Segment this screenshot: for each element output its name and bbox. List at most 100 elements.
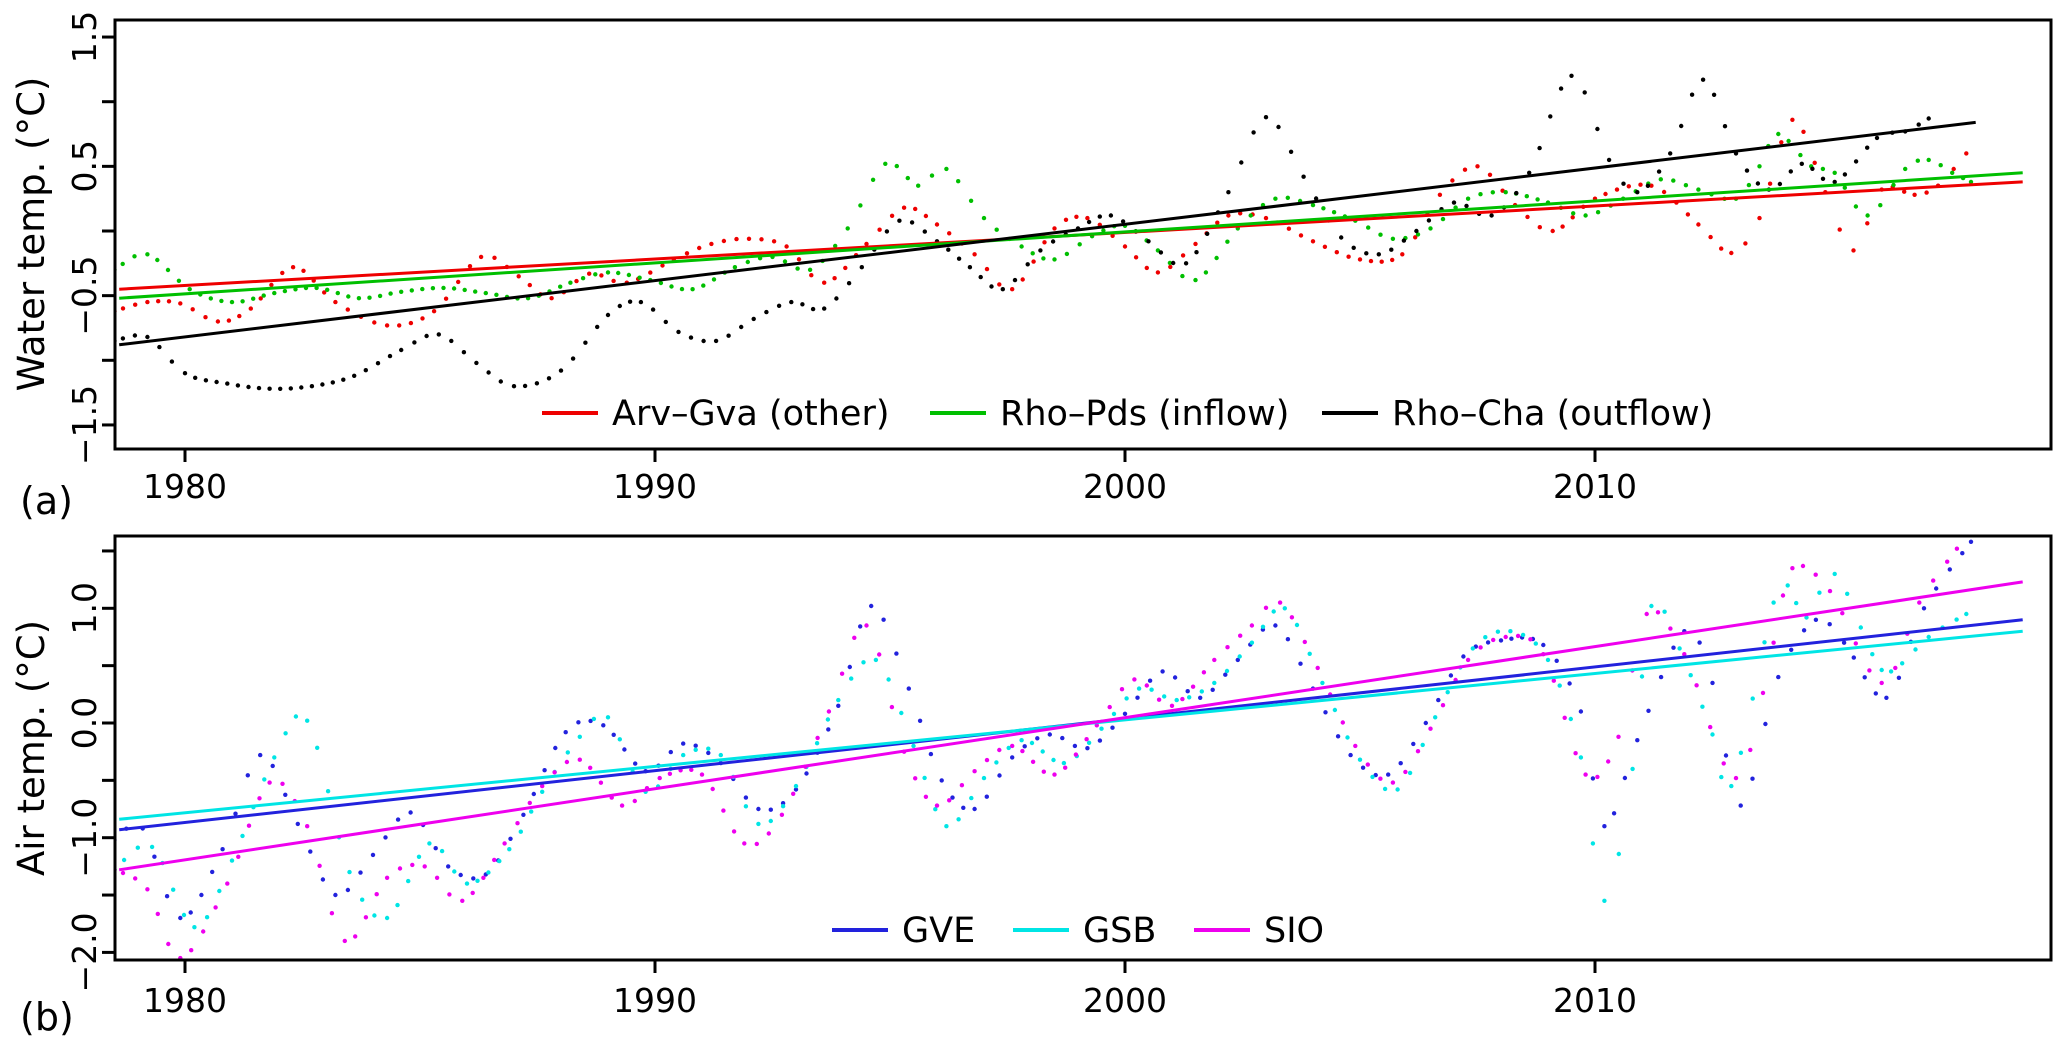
data-dot — [1900, 661, 1905, 666]
data-dot — [145, 334, 150, 340]
data-dot — [1926, 157, 1931, 163]
data-dot — [1671, 178, 1676, 183]
y-tick-label: −2.0 — [65, 912, 104, 992]
data-dot — [699, 772, 705, 777]
data-dot — [257, 796, 262, 801]
data-dot — [617, 303, 622, 309]
y-tick-label: 1.5 — [65, 11, 104, 63]
data-dot — [1400, 252, 1405, 257]
data-dot — [256, 385, 262, 391]
data-dot — [710, 786, 715, 792]
data-dot — [681, 741, 686, 746]
data-dot — [1567, 681, 1572, 686]
data-dot — [1144, 265, 1150, 271]
data-dot — [516, 274, 521, 279]
data-dot — [1263, 115, 1269, 120]
data-dot — [269, 282, 274, 288]
data-dot — [1874, 135, 1880, 141]
data-dot — [1947, 567, 1953, 572]
data-dot — [308, 849, 313, 854]
data-dot — [1799, 161, 1805, 166]
data-dot — [956, 817, 961, 822]
data-dot — [384, 875, 390, 880]
data-dot — [1040, 749, 1045, 754]
data-dot — [1162, 694, 1167, 699]
data-dot — [766, 831, 771, 836]
data-dot — [1364, 251, 1369, 256]
data-dot — [1470, 646, 1476, 651]
data-dot — [599, 273, 604, 278]
data-dot — [473, 289, 478, 294]
data-dot — [1239, 160, 1244, 165]
data-dot — [627, 299, 633, 304]
data-dot — [1700, 704, 1705, 709]
data-dot — [1485, 640, 1491, 645]
data-dot — [133, 302, 138, 307]
data-dot — [492, 857, 497, 863]
data-dot — [1366, 225, 1371, 230]
data-dot — [210, 869, 215, 875]
data-dot — [258, 296, 263, 301]
data-dot — [583, 340, 588, 345]
data-dot — [1810, 166, 1815, 171]
x-tick-label: 2010 — [1553, 467, 1637, 506]
data-dot — [225, 881, 230, 886]
data-dot — [1158, 250, 1164, 255]
data-dot — [1903, 166, 1908, 172]
data-dot — [822, 280, 827, 285]
data-dot — [968, 198, 974, 203]
data-dot — [481, 875, 486, 880]
data-dot — [1639, 674, 1645, 679]
data-dot — [1840, 611, 1845, 616]
data-dot — [412, 340, 417, 345]
data-dot — [933, 807, 938, 812]
data-dot — [1041, 769, 1047, 774]
data-dot — [947, 798, 952, 803]
data-dot — [1436, 697, 1441, 703]
data-dot — [258, 752, 263, 758]
data-dot — [317, 863, 322, 868]
data-dot — [1614, 187, 1620, 192]
data-dot — [709, 241, 714, 247]
data-dot — [994, 227, 999, 232]
data-dot — [152, 854, 157, 859]
panel-b-y-axis-title: Air temp. (°C) — [10, 620, 53, 876]
data-dot — [1722, 124, 1728, 129]
data-dot — [611, 278, 616, 284]
data-dot — [776, 303, 782, 308]
data-dot — [1006, 745, 1011, 751]
data-dot — [934, 222, 940, 227]
data-dot — [229, 299, 235, 305]
data-dot — [155, 911, 160, 917]
data-dot — [511, 384, 517, 389]
data-dot — [1750, 696, 1755, 701]
data-dot — [1757, 164, 1762, 169]
data-dot — [1662, 609, 1667, 614]
data-dot — [1144, 683, 1150, 688]
data-dot — [826, 709, 832, 714]
data-dot — [1951, 166, 1956, 172]
data-dot — [1172, 675, 1178, 680]
data-dot — [1171, 260, 1176, 266]
data-dot — [743, 795, 749, 800]
data-dot — [267, 780, 272, 785]
data-dot — [754, 841, 759, 847]
data-dot — [1031, 259, 1036, 264]
x-tick-label: 2000 — [1083, 981, 1167, 1020]
data-dot — [580, 276, 586, 281]
data-dot — [305, 824, 310, 829]
data-dot — [721, 808, 726, 813]
data-dot — [1085, 215, 1090, 221]
data-dot — [272, 755, 277, 760]
x-tick-label: 1990 — [613, 467, 697, 506]
trend-line-Rho–Cha (outflow) — [119, 120, 1976, 347]
data-dot — [1282, 606, 1288, 611]
data-dot — [190, 307, 195, 312]
panel-a-ticks: 1980 1990 2000 2010 1.5 0.5 −0.5 −1.5 — [65, 11, 1637, 506]
data-dot — [1891, 182, 1896, 188]
data-dot — [826, 727, 831, 732]
data-dot — [657, 775, 662, 781]
data-dot — [1490, 190, 1496, 195]
data-dot — [1578, 755, 1584, 760]
data-dot — [502, 841, 507, 846]
